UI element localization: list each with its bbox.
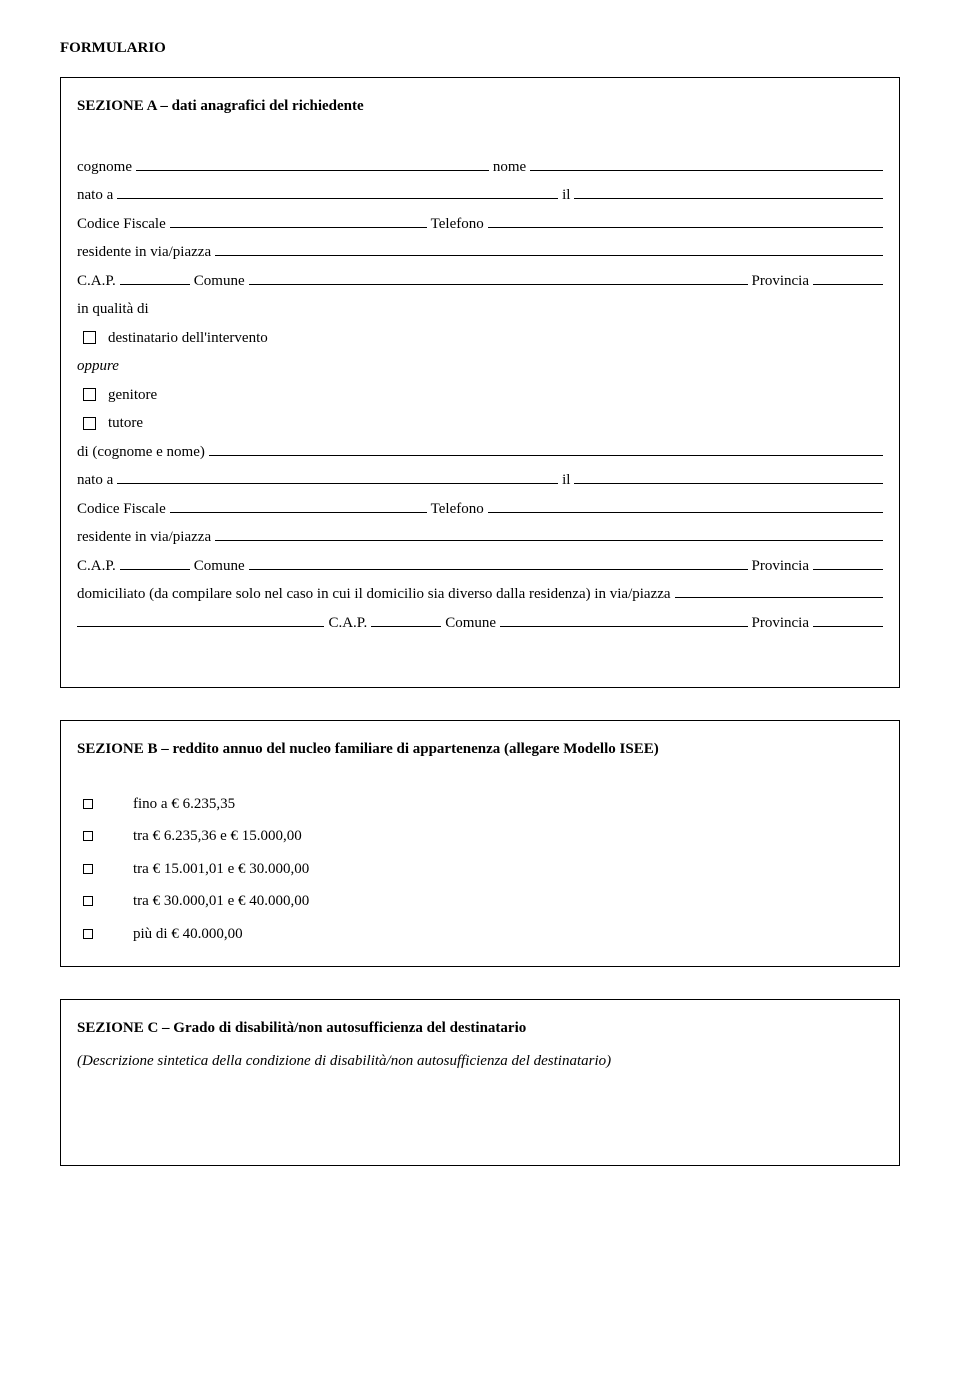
label-provincia-3: Provincia (752, 609, 810, 638)
field-residente[interactable] (215, 240, 883, 256)
field-comune[interactable] (249, 269, 748, 285)
field-residente-2[interactable] (215, 525, 883, 541)
field-cognome[interactable] (136, 155, 489, 171)
field-provincia[interactable] (813, 269, 883, 285)
label-provincia: Provincia (752, 267, 810, 296)
row-domiciliato: domiciliato (da compilare solo nel caso … (77, 580, 883, 609)
row-residente: residente in via/piazza (77, 238, 883, 267)
option-row-3: tra € 30.000,01 e € 40.000,00 (83, 887, 883, 916)
option-row-4: più di € 40.000,00 (83, 920, 883, 949)
row-residente-2: residente in via/piazza (77, 523, 883, 552)
label-tel: Telefono (431, 210, 484, 239)
field-nato-a-2[interactable] (117, 468, 558, 484)
checkbox-destinatario[interactable] (83, 331, 96, 344)
section-a-box: SEZIONE A – dati anagrafici del richiede… (60, 77, 900, 688)
option-label-0: fino a € 6.235,35 (133, 790, 235, 819)
field-provincia-2[interactable] (813, 554, 883, 570)
checkbox-genitore-row: genitore (83, 381, 883, 410)
row-cf-tel-2: Codice Fiscale Telefono (77, 495, 883, 524)
row-cap-comune-prov-3: C.A.P. Comune Provincia (77, 609, 883, 638)
label-residente: residente in via/piazza (77, 238, 211, 267)
section-c-box: SEZIONE C – Grado di disabilità/non auto… (60, 999, 900, 1166)
field-cap[interactable] (120, 269, 190, 285)
label-nato-a-2: nato a (77, 466, 113, 495)
checkbox-tutore-row: tutore (83, 409, 883, 438)
label-cf-2: Codice Fiscale (77, 495, 166, 524)
checkbox-option-1[interactable] (83, 831, 93, 841)
field-di-cognome-nome[interactable] (209, 440, 883, 456)
field-nome[interactable] (530, 155, 883, 171)
checkbox-option-2[interactable] (83, 864, 93, 874)
field-domiciliato[interactable] (675, 582, 883, 598)
field-domiciliato-2[interactable] (77, 611, 324, 627)
checkbox-option-3[interactable] (83, 896, 93, 906)
label-tel-2: Telefono (431, 495, 484, 524)
label-nome: nome (493, 153, 526, 182)
option-row-1: tra € 6.235,36 e € 15.000,00 (83, 822, 883, 851)
label-destinatario: destinatario dell'intervento (108, 324, 268, 353)
option-label-3: tra € 30.000,01 e € 40.000,00 (133, 887, 309, 916)
page-title: FORMULARIO (60, 40, 900, 57)
section-c-title: SEZIONE C – Grado di disabilità/non auto… (77, 1014, 883, 1043)
row-cap-comune-prov: C.A.P. Comune Provincia (77, 267, 883, 296)
label-comune-2: Comune (194, 552, 245, 581)
field-comune-3[interactable] (500, 611, 747, 627)
row-cognome-nome: cognome nome (77, 153, 883, 182)
option-label-4: più di € 40.000,00 (133, 920, 243, 949)
label-cap: C.A.P. (77, 267, 116, 296)
label-cap-3: C.A.P. (328, 609, 367, 638)
row-nato-a: nato a il (77, 181, 883, 210)
section-b-title: SEZIONE B – reddito annuo del nucleo fam… (77, 735, 883, 764)
label-residente-2: residente in via/piazza (77, 523, 211, 552)
option-label-1: tra € 6.235,36 e € 15.000,00 (133, 822, 302, 851)
section-b-box: SEZIONE B – reddito annuo del nucleo fam… (60, 720, 900, 967)
label-tutore: tutore (108, 409, 143, 438)
field-tel[interactable] (488, 212, 883, 228)
label-cognome: cognome (77, 153, 132, 182)
checkbox-genitore[interactable] (83, 388, 96, 401)
label-in-qualita: in qualità di (77, 295, 883, 324)
row-di-cognome-nome: di (cognome e nome) (77, 438, 883, 467)
field-cf-2[interactable] (170, 497, 427, 513)
field-cap-2[interactable] (120, 554, 190, 570)
checkbox-option-0[interactable] (83, 799, 93, 809)
label-genitore: genitore (108, 381, 157, 410)
label-il: il (562, 181, 570, 210)
label-oppure: oppure (77, 352, 883, 381)
label-comune: Comune (194, 267, 245, 296)
checkbox-tutore[interactable] (83, 417, 96, 430)
row-cap-comune-prov-2: C.A.P. Comune Provincia (77, 552, 883, 581)
option-label-2: tra € 15.001,01 e € 30.000,00 (133, 855, 309, 884)
field-nato-a[interactable] (117, 183, 558, 199)
field-comune-2[interactable] (249, 554, 748, 570)
label-di-cognome-nome: di (cognome e nome) (77, 438, 205, 467)
field-cap-3[interactable] (371, 611, 441, 627)
section-a-title: SEZIONE A – dati anagrafici del richiede… (77, 92, 883, 121)
label-domiciliato: domiciliato (da compilare solo nel caso … (77, 580, 671, 609)
option-row-0: fino a € 6.235,35 (83, 790, 883, 819)
checkbox-option-4[interactable] (83, 929, 93, 939)
row-cf-tel: Codice Fiscale Telefono (77, 210, 883, 239)
field-provincia-3[interactable] (813, 611, 883, 627)
label-il-2: il (562, 466, 570, 495)
label-cap-2: C.A.P. (77, 552, 116, 581)
label-nato-a: nato a (77, 181, 113, 210)
row-nato-a-2: nato a il (77, 466, 883, 495)
field-tel-2[interactable] (488, 497, 883, 513)
field-il[interactable] (574, 183, 883, 199)
checkbox-destinatario-row: destinatario dell'intervento (83, 324, 883, 353)
field-il-2[interactable] (574, 468, 883, 484)
label-provincia-2: Provincia (752, 552, 810, 581)
section-c-subtitle: (Descrizione sintetica della condizione … (77, 1047, 883, 1076)
field-cf[interactable] (170, 212, 427, 228)
label-cf: Codice Fiscale (77, 210, 166, 239)
option-row-2: tra € 15.001,01 e € 30.000,00 (83, 855, 883, 884)
label-comune-3: Comune (445, 609, 496, 638)
